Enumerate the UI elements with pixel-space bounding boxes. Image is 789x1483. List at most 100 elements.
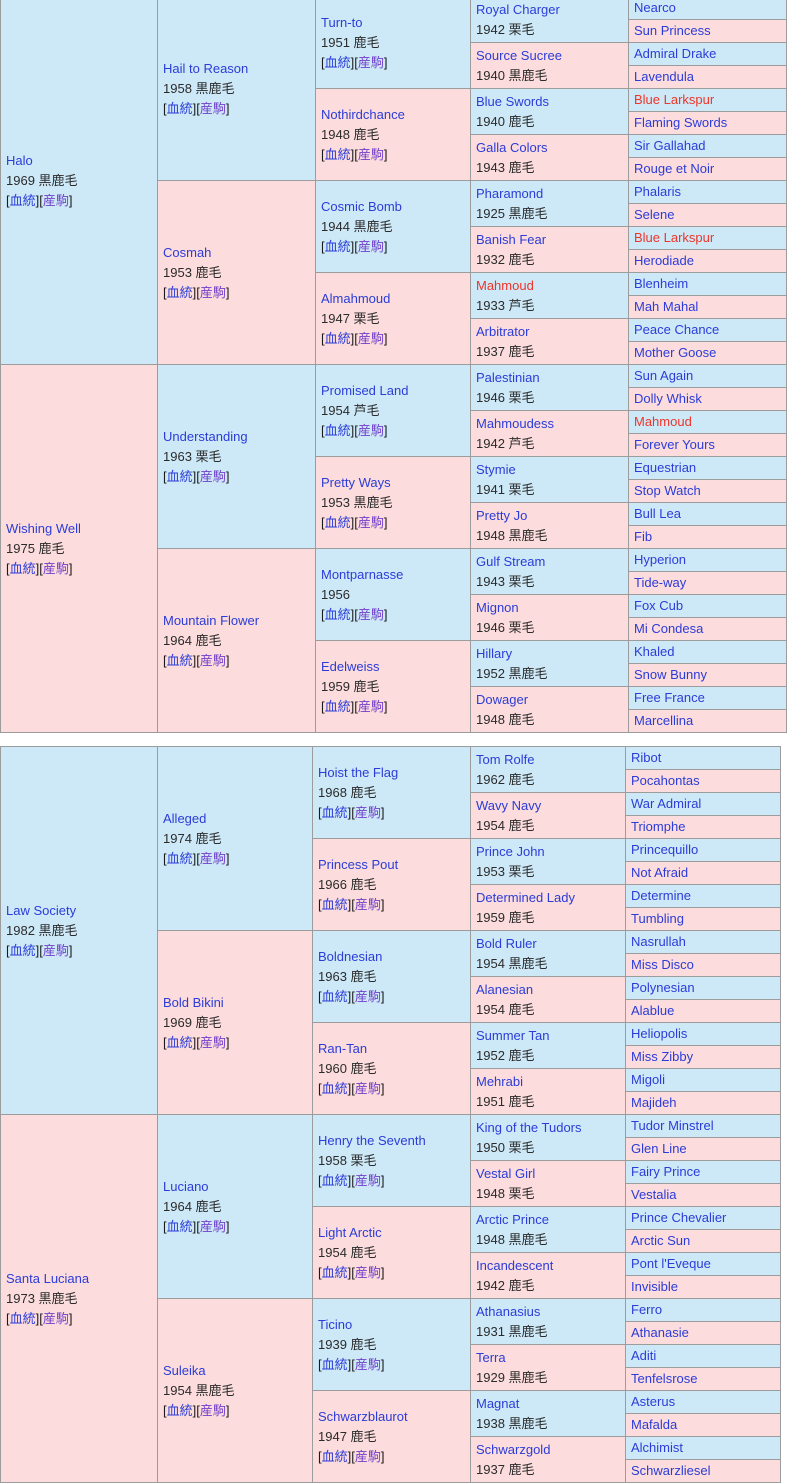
horse-name-link[interactable]: Almahmoud [321,290,391,306]
horse-name-link[interactable]: Mahmoudess [476,415,555,431]
horse-name-link[interactable]: Halo [6,152,33,168]
horse-name-link[interactable]: Stymie [476,461,516,477]
horse-name-link[interactable]: Blue Larkspur [634,92,715,107]
offspring-link[interactable]: 産駒 [199,468,226,484]
horse-name-link[interactable]: Mehrabi [476,1073,523,1089]
offspring-link[interactable]: 産駒 [199,652,226,668]
offspring-link[interactable]: 産駒 [357,54,384,70]
horse-name-link[interactable]: Phalaris [634,184,681,199]
horse-name-link[interactable]: Promised Land [321,382,409,398]
horse-name-link[interactable]: Forever Yours [634,437,715,452]
horse-name-link[interactable]: Aditi [631,1348,657,1363]
horse-name-link[interactable]: Free France [634,690,705,705]
offspring-link[interactable]: 産駒 [357,514,384,530]
horse-name-link[interactable]: Wavy Navy [476,797,542,813]
blood-link[interactable]: 血統 [324,146,351,162]
horse-name-link[interactable]: Pretty Jo [476,507,528,523]
horse-name-link[interactable]: Light Arctic [318,1224,382,1240]
blood-link[interactable]: 血統 [9,560,36,576]
horse-name-link[interactable]: Magnat [476,1395,520,1411]
horse-name-link[interactable]: Pont l'Eveque [631,1256,711,1271]
horse-name-link[interactable]: Herodiade [634,253,694,268]
horse-name-link[interactable]: Pharamond [476,185,544,201]
horse-name-link[interactable]: Alanesian [476,981,534,997]
horse-name-link[interactable]: Schwarzliesel [631,1463,711,1478]
horse-name-link[interactable]: Prince John [476,843,545,859]
offspring-link[interactable]: 産駒 [354,1356,381,1372]
horse-name-link[interactable]: Arbitrator [476,323,530,339]
horse-name-link[interactable]: Tenfelsrose [631,1371,698,1386]
blood-link[interactable]: 血統 [324,238,351,254]
horse-name-link[interactable]: Blue Swords [476,93,549,109]
blood-link[interactable]: 血統 [321,896,348,912]
horse-name-link[interactable]: Princess Pout [318,856,399,872]
offspring-link[interactable]: 産駒 [199,1218,226,1234]
horse-name-link[interactable]: Princequillo [631,842,699,857]
horse-name-link[interactable]: Nothirdchance [321,106,405,122]
horse-name-link[interactable]: Migoli [631,1072,665,1087]
horse-name-link[interactable]: Turn-to [321,14,363,30]
horse-name-link[interactable]: Ticino [318,1316,353,1332]
horse-name-link[interactable]: Bold Bikini [163,994,224,1010]
horse-name-link[interactable]: Alchimist [631,1440,684,1455]
horse-name-link[interactable]: Vestalia [631,1187,677,1202]
horse-name-link[interactable]: Marcellina [634,713,694,728]
blood-link[interactable]: 血統 [321,988,348,1004]
horse-name-link[interactable]: Khaled [634,644,675,659]
horse-name-link[interactable]: Sun Again [634,368,694,383]
blood-link[interactable]: 血統 [321,1356,348,1372]
horse-name-link[interactable]: Mignon [476,599,519,615]
horse-name-link[interactable]: Equestrian [634,460,697,475]
offspring-link[interactable]: 産駒 [357,330,384,346]
horse-name-link[interactable]: Cosmic Bomb [321,198,402,214]
blood-link[interactable]: 血統 [321,1448,348,1464]
horse-name-link[interactable]: Miss Disco [631,957,694,972]
horse-name-link[interactable]: Hillary [476,645,513,661]
horse-name-link[interactable]: Dolly Whisk [634,391,702,406]
horse-name-link[interactable]: Ferro [631,1302,663,1317]
horse-name-link[interactable]: Hyperion [634,552,687,567]
blood-link[interactable]: 血統 [324,330,351,346]
horse-name-link[interactable]: War Admiral [631,796,702,811]
blood-link[interactable]: 血統 [324,422,351,438]
horse-name-link[interactable]: Suleika [163,1362,206,1378]
horse-name-link[interactable]: Stop Watch [634,483,701,498]
horse-name-link[interactable]: Ribot [631,750,662,765]
horse-name-link[interactable]: Galla Colors [476,139,548,155]
horse-name-link[interactable]: Mountain Flower [163,612,260,628]
horse-name-link[interactable]: Determine [631,888,691,903]
offspring-link[interactable]: 産駒 [42,192,69,208]
horse-name-link[interactable]: Gulf Stream [476,553,546,569]
offspring-link[interactable]: 産駒 [357,238,384,254]
blood-link[interactable]: 血統 [9,942,36,958]
horse-name-link[interactable]: Mafalda [631,1417,678,1432]
horse-name-link[interactable]: Incandescent [476,1257,554,1273]
blood-link[interactable]: 血統 [166,1402,193,1418]
horse-name-link[interactable]: Wishing Well [6,520,81,536]
horse-name-link[interactable]: Mah Mahal [634,299,699,314]
horse-name-link[interactable]: Cosmah [163,244,212,260]
horse-name-link[interactable]: Source Sucree [476,47,562,63]
horse-name-link[interactable]: Banish Fear [476,231,547,247]
blood-link[interactable]: 血統 [321,804,348,820]
offspring-link[interactable]: 産駒 [357,422,384,438]
offspring-link[interactable]: 産駒 [199,850,226,866]
horse-name-link[interactable]: Hail to Reason [163,60,249,76]
offspring-link[interactable]: 産駒 [357,606,384,622]
horse-name-link[interactable]: Summer Tan [476,1027,550,1043]
blood-link[interactable]: 血統 [9,1310,36,1326]
horse-name-link[interactable]: Majideh [631,1095,677,1110]
horse-name-link[interactable]: Luciano [163,1178,209,1194]
horse-name-link[interactable]: Henry the Seventh [318,1132,426,1148]
horse-name-link[interactable]: Alablue [631,1003,675,1018]
horse-name-link[interactable]: Not Afraid [631,865,689,880]
horse-name-link[interactable]: Sun Princess [634,23,711,38]
offspring-link[interactable]: 産駒 [354,896,381,912]
horse-name-link[interactable]: Fib [634,529,653,544]
horse-name-link[interactable]: Mother Goose [634,345,717,360]
horse-name-link[interactable]: Prince Chevalier [631,1210,727,1225]
horse-name-link[interactable]: Blenheim [634,276,689,291]
horse-name-link[interactable]: Fairy Prince [631,1164,701,1179]
blood-link[interactable]: 血統 [321,1264,348,1280]
offspring-link[interactable]: 産駒 [42,1310,69,1326]
